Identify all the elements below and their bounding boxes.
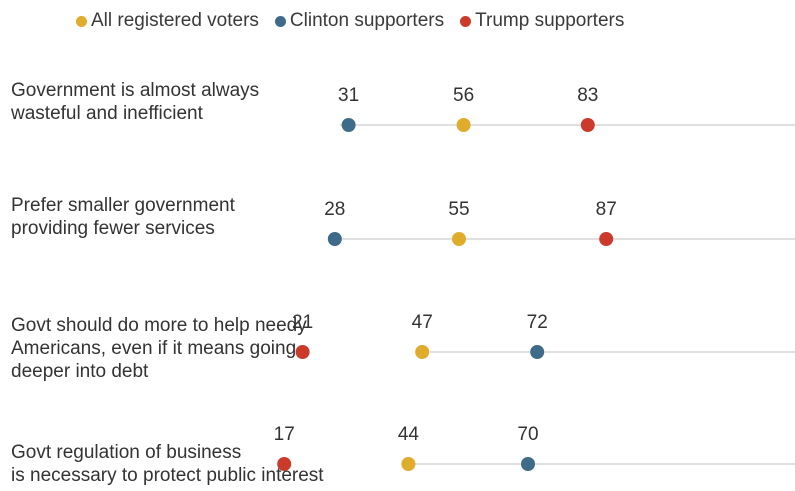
row-label-line: deeper into debt [11,361,149,382]
legend-label: All registered voters [91,10,259,31]
legend-dot-icon [76,15,87,27]
row-label-line: Government is almost always [11,80,260,101]
legend-dot-icon [274,15,286,27]
row-label-line: is necessary to protect public interest [11,465,324,486]
data-label: 72 [527,312,548,333]
data-label: 87 [596,199,617,220]
row-label-wasteful: Government is almost always wasteful and… [11,79,259,125]
data-label: 56 [453,85,474,106]
data-point [521,457,535,471]
row-label-line: Prefer smaller government [11,195,235,216]
data-label: 17 [274,424,295,445]
legend-label: Trump supporters [475,10,625,31]
data-point [277,457,292,471]
row-label-regulation: Govt regulation of business is necessary… [11,441,324,487]
data-label: 83 [577,85,598,106]
row-label-smaller-government: Prefer smaller government providing fewe… [11,194,235,240]
legend-item-trump: Trump supporters [460,10,624,32]
data-label: 55 [448,199,469,220]
legend-label: Clinton supporters [289,10,445,31]
data-point [327,232,342,246]
data-point [401,457,416,471]
data-label: 21 [292,312,313,333]
data-point [415,345,430,359]
row-label-line: Americans, even if it means going [11,338,297,359]
data-point [341,118,356,132]
row-label-line: Govt should do more to help needy [11,315,307,336]
data-point [580,118,595,132]
legend-item-all-voters: All registered voters [76,10,259,32]
data-point [599,232,614,246]
data-point [452,232,466,246]
legend: All registered voters Clinton supporters… [76,8,640,34]
legend-item-clinton: Clinton supporters [274,10,445,32]
data-label: 28 [324,199,345,220]
row-label-help-needy: Govt should do more to help needy Americ… [11,314,307,383]
row-label-line: wasteful and inefficient [11,103,203,124]
data-label: 44 [398,424,420,445]
row-label-line: Govt regulation of business [11,442,242,463]
data-point [530,345,545,359]
data-point [295,345,310,359]
data-point [456,118,471,132]
row-label-line: providing fewer services [11,218,215,239]
data-label: 70 [517,424,538,445]
data-label: 31 [338,85,359,106]
legend-dot-icon [460,15,472,27]
data-label: 47 [412,312,433,333]
